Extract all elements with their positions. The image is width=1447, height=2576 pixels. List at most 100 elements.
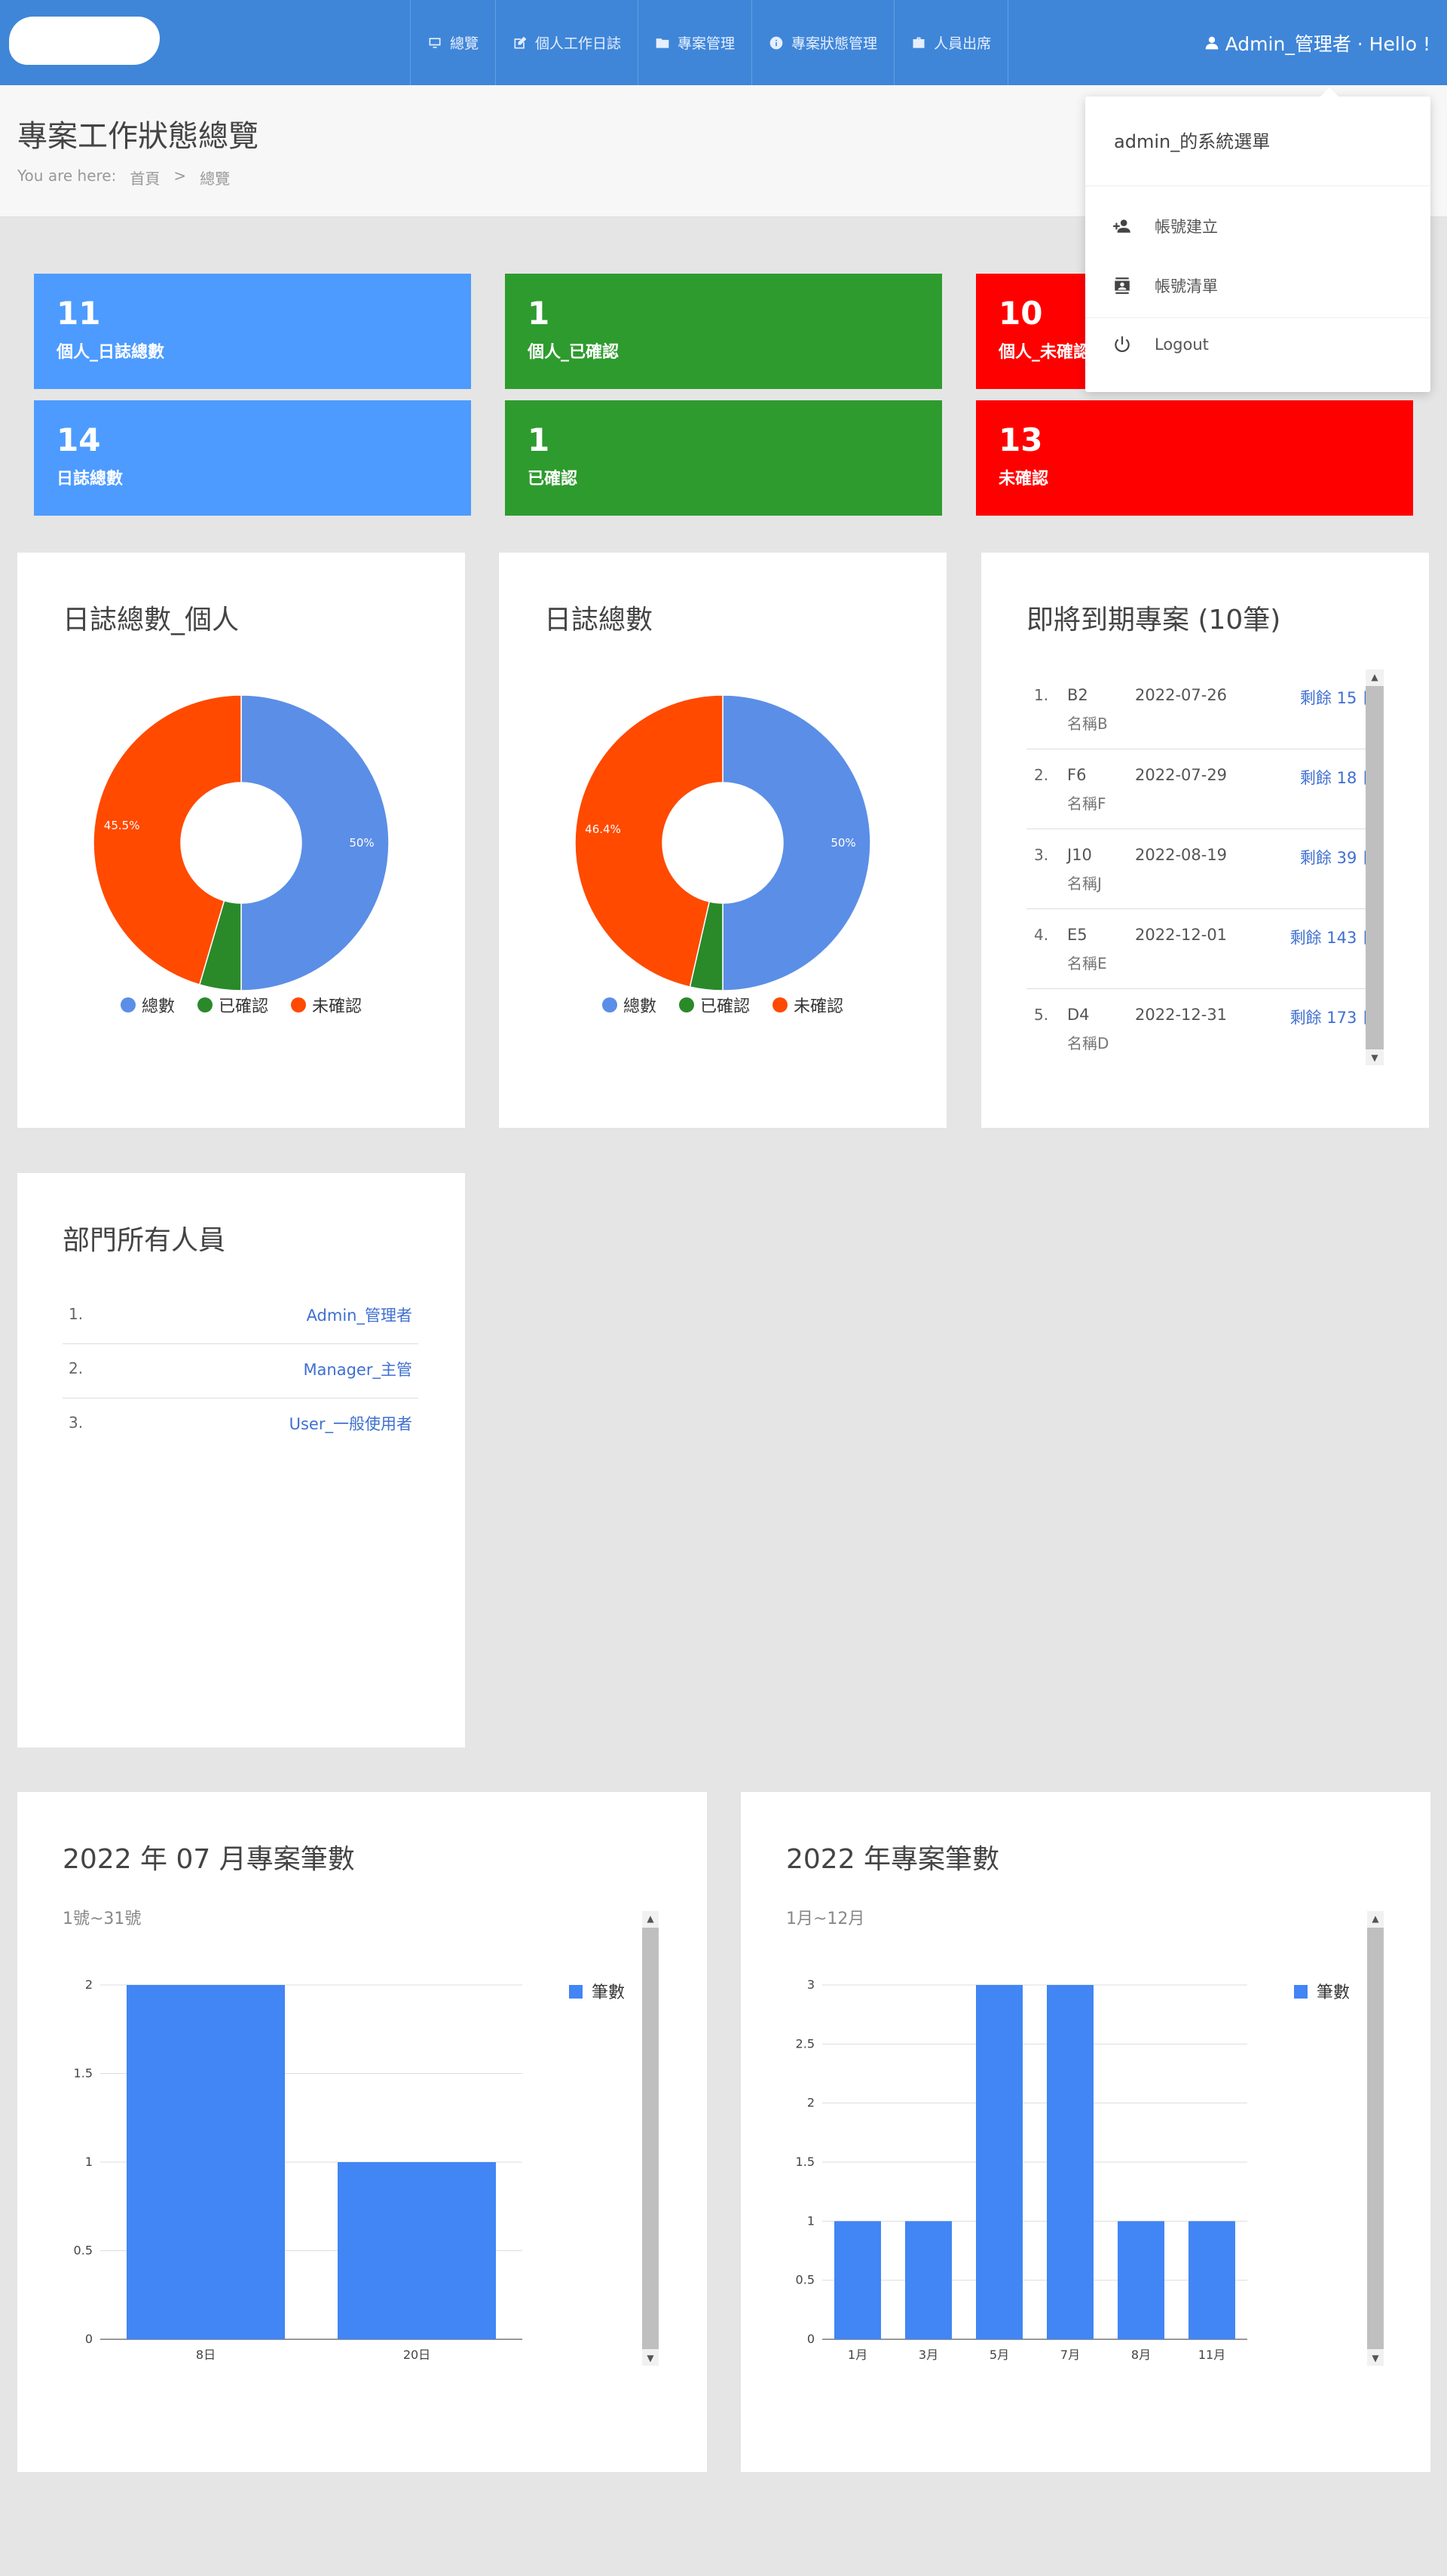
- legend-label: 已確認: [699, 997, 750, 1016]
- scroll-up-arrow-icon[interactable]: ▲: [647, 1913, 654, 1924]
- pie-slice[interactable]: [93, 694, 242, 985]
- legend-swatch: [197, 997, 213, 1012]
- nav-item-project-status[interactable]: 專案狀態管理: [751, 0, 894, 85]
- pie-data-label: 45.5%: [104, 819, 140, 832]
- list-item[interactable]: 1. Admin_管理者: [63, 1290, 418, 1344]
- stat-tile-personal-confirmed[interactable]: 1 個人_已確認: [505, 274, 942, 389]
- bar[interactable]: [1118, 2221, 1164, 2339]
- card-title: 部門所有人員: [63, 1225, 226, 1256]
- breadcrumb-home[interactable]: 首頁: [130, 170, 161, 188]
- legend-swatch: [569, 1985, 583, 1999]
- member-name-link[interactable]: Manager_主管: [303, 1361, 412, 1379]
- chart-scrollbar[interactable]: ▲ ▼: [1367, 1911, 1384, 2366]
- members-list: 1. Admin_管理者 2. Manager_主管 3. User_一般使用者: [63, 1290, 418, 1453]
- nav-item-projects[interactable]: 專案管理: [638, 0, 751, 85]
- project-name: 名稱B: [1067, 715, 1108, 733]
- legend-item-unconfirmed[interactable]: 未確認: [291, 993, 362, 1017]
- row-index: 5.: [1034, 1006, 1049, 1024]
- legend-label: 筆數: [1317, 1983, 1350, 2002]
- bar[interactable]: [338, 2162, 496, 2339]
- scroll-up-arrow-icon[interactable]: ▲: [1372, 1913, 1379, 1924]
- menu-item-label: 帳號建立: [1155, 218, 1218, 236]
- donut-chart-all: 50% 46.4%: [574, 694, 871, 991]
- scroll-down-arrow-icon[interactable]: ▼: [1371, 1052, 1378, 1063]
- legend-swatch: [1294, 1985, 1308, 1999]
- legend-label: 總數: [141, 997, 175, 1016]
- scrollbar-thumb[interactable]: [642, 1928, 659, 2349]
- legend-item-confirmed[interactable]: 已確認: [678, 993, 750, 1017]
- card-title: 日誌總數: [544, 605, 653, 636]
- scrollbar-thumb[interactable]: [1366, 686, 1384, 1049]
- scrollbar-thumb[interactable]: [1367, 1928, 1384, 2349]
- bar[interactable]: [976, 1985, 1023, 2339]
- scroll-down-arrow-icon[interactable]: ▼: [1372, 2353, 1379, 2363]
- bar[interactable]: [1047, 1985, 1094, 2339]
- pie-slice[interactable]: [574, 694, 724, 988]
- upcoming-scrollbar[interactable]: ▲ ▼: [1366, 669, 1384, 1065]
- bar[interactable]: [1188, 2221, 1235, 2339]
- pie-card-all: 日誌總數 50% 46.4% 總數 已確認 未確認: [499, 553, 947, 1128]
- menu-item-create-account[interactable]: 帳號建立: [1112, 215, 1218, 237]
- project-code: E5: [1067, 926, 1088, 944]
- nav-item-label: 專案管理: [678, 35, 736, 52]
- row-index: 3.: [69, 1414, 84, 1432]
- nav-item-label: 總覽: [450, 35, 479, 52]
- user-icon: [1205, 36, 1218, 49]
- list-item[interactable]: 2. F6 名稱F 2022-07-29 剩餘 18 日: [1026, 749, 1381, 829]
- pie-slice[interactable]: [722, 694, 871, 991]
- menu-item-account-list[interactable]: 帳號清單: [1112, 274, 1218, 297]
- nav-item-worklog[interactable]: 個人工作日誌: [495, 0, 638, 85]
- scroll-down-arrow-icon[interactable]: ▼: [647, 2353, 654, 2363]
- stat-label: 個人_未確認: [999, 343, 1091, 362]
- card-title: 日誌總數_個人: [63, 605, 240, 636]
- logo[interactable]: [9, 17, 160, 65]
- legend-item-unconfirmed[interactable]: 未確認: [772, 993, 843, 1017]
- chart-scrollbar[interactable]: ▲ ▼: [642, 1911, 659, 2366]
- project-code: F6: [1067, 766, 1087, 784]
- nav-item-attendance[interactable]: 人員出席: [894, 0, 1009, 85]
- project-name: 名稱F: [1067, 795, 1106, 813]
- row-index: 3.: [1034, 846, 1049, 864]
- days-remaining[interactable]: 剩餘 15 日: [1299, 689, 1378, 707]
- pie-slice[interactable]: [240, 694, 390, 991]
- breadcrumb-separator: >: [173, 167, 187, 185]
- row-index: 2.: [1034, 766, 1049, 784]
- list-item[interactable]: 5. D4 名稱D 2022-12-31 剩餘 173 日: [1026, 989, 1381, 1069]
- y-tick-label: 0: [85, 2332, 93, 2346]
- menu-item-logout[interactable]: Logout: [1112, 335, 1209, 354]
- days-remaining[interactable]: 剩餘 143 日: [1289, 929, 1378, 947]
- x-tick-label: 7月: [1060, 2348, 1080, 2362]
- project-name: 名稱J: [1067, 874, 1102, 893]
- stat-tile-personal-total[interactable]: 11 個人_日誌總數: [34, 274, 471, 389]
- bar[interactable]: [834, 2221, 881, 2339]
- stat-tile-confirmed[interactable]: 1 已確認: [505, 400, 942, 516]
- edit-icon: [514, 36, 527, 48]
- nav-item-overview[interactable]: 總覽: [410, 0, 495, 85]
- stat-tile-total[interactable]: 14 日誌總數: [34, 400, 471, 516]
- list-item[interactable]: 4. E5 名稱E 2022-12-01 剩餘 143 日: [1026, 909, 1381, 989]
- days-remaining[interactable]: 剩餘 18 日: [1299, 769, 1378, 787]
- bar[interactable]: [905, 2221, 952, 2339]
- user-menu-toggle[interactable]: Admin_管理者 · Hello !: [1204, 0, 1430, 85]
- days-remaining[interactable]: 剩餘 173 日: [1289, 1009, 1378, 1027]
- legend-swatch: [678, 997, 694, 1012]
- bar[interactable]: [127, 1985, 285, 2339]
- list-item[interactable]: 3. J10 名稱J 2022-08-19 剩餘 39 日: [1026, 829, 1381, 909]
- legend-item-confirmed[interactable]: 已確認: [197, 993, 268, 1017]
- list-item[interactable]: 3. User_一般使用者: [63, 1398, 418, 1453]
- project-code: J10: [1067, 846, 1092, 864]
- list-item[interactable]: 2. Manager_主管: [63, 1344, 418, 1398]
- x-tick-label: 1月: [848, 2348, 867, 2362]
- legend-item-total[interactable]: 總數: [120, 993, 175, 1017]
- list-item[interactable]: 1. B2 名稱B 2022-07-26 剩餘 15 日: [1026, 669, 1381, 749]
- donut-chart-personal: 50% 45.5%: [93, 694, 390, 991]
- power-icon: [1115, 336, 1130, 353]
- days-remaining[interactable]: 剩餘 39 日: [1299, 849, 1378, 867]
- upcoming-projects-card: 即將到期專案 (10筆) 1. B2 名稱B 2022-07-26 剩餘 15 …: [981, 553, 1429, 1128]
- row-index: 1.: [69, 1305, 84, 1323]
- member-name-link[interactable]: Admin_管理者: [306, 1306, 412, 1325]
- legend-item-total[interactable]: 總數: [601, 993, 656, 1017]
- member-name-link[interactable]: User_一般使用者: [289, 1415, 412, 1433]
- stat-tile-unconfirmed[interactable]: 13 未確認: [976, 400, 1413, 516]
- scroll-up-arrow-icon[interactable]: ▲: [1371, 672, 1378, 682]
